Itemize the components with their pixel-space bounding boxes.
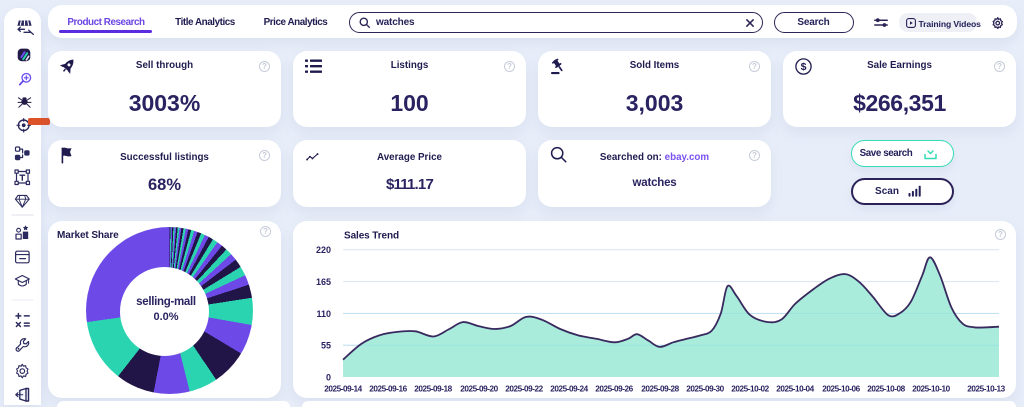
- svg-text:165: 165: [316, 277, 331, 287]
- svg-text:110: 110: [316, 309, 331, 319]
- svg-text:2025-10-13: 2025-10-13: [967, 385, 1005, 394]
- svg-text:2025-10-04: 2025-10-04: [776, 385, 814, 394]
- svg-text:2025-10-06: 2025-10-06: [822, 385, 860, 394]
- svg-text:2025-09-20: 2025-09-20: [460, 385, 498, 394]
- svg-text:2025-09-16: 2025-09-16: [369, 385, 407, 394]
- svg-text:2025-09-22: 2025-09-22: [505, 385, 543, 394]
- svg-text:Sales Trend: Sales Trend: [344, 231, 399, 242]
- svg-text:2025-09-30: 2025-09-30: [686, 385, 724, 394]
- svg-text:$: $: [801, 61, 807, 73]
- svg-text:0: 0: [326, 372, 331, 382]
- svg-text:2025-10-02: 2025-10-02: [731, 385, 769, 394]
- svg-text:2025-09-24: 2025-09-24: [550, 385, 588, 394]
- svg-text:2025-09-18: 2025-09-18: [414, 385, 452, 394]
- svg-text:220: 220: [316, 245, 331, 255]
- svg-text:2025-09-26: 2025-09-26: [595, 385, 633, 394]
- svg-text:2025-09-28: 2025-09-28: [641, 385, 679, 394]
- svg-text:55: 55: [321, 341, 331, 351]
- svg-text:2025-10-10: 2025-10-10: [912, 385, 950, 394]
- svg-text:2025-09-14: 2025-09-14: [324, 385, 362, 394]
- svg-text:2025-10-08: 2025-10-08: [867, 385, 905, 394]
